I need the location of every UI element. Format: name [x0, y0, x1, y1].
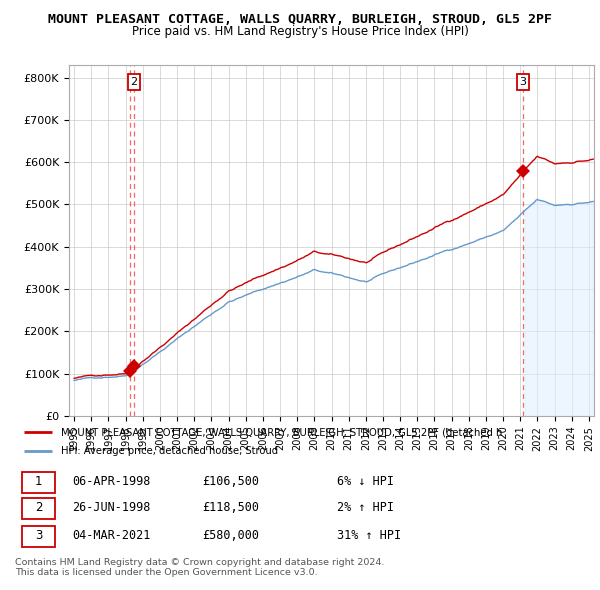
Text: 26-JUN-1998: 26-JUN-1998: [73, 502, 151, 514]
Text: HPI: Average price, detached house, Stroud: HPI: Average price, detached house, Stro…: [61, 447, 278, 456]
Text: MOUNT PLEASANT COTTAGE, WALLS QUARRY, BURLEIGH, STROUD, GL5 2PF (detached h: MOUNT PLEASANT COTTAGE, WALLS QUARRY, BU…: [61, 427, 502, 437]
FancyBboxPatch shape: [22, 526, 55, 548]
Text: MOUNT PLEASANT COTTAGE, WALLS QUARRY, BURLEIGH, STROUD, GL5 2PF: MOUNT PLEASANT COTTAGE, WALLS QUARRY, BU…: [48, 13, 552, 26]
Text: 3: 3: [35, 529, 42, 542]
Text: £580,000: £580,000: [202, 529, 259, 542]
Text: 31% ↑ HPI: 31% ↑ HPI: [337, 529, 401, 542]
Text: £118,500: £118,500: [202, 502, 259, 514]
Text: 04-MAR-2021: 04-MAR-2021: [73, 529, 151, 542]
Text: 2: 2: [130, 77, 137, 87]
Text: 1: 1: [35, 476, 42, 489]
Text: Contains HM Land Registry data © Crown copyright and database right 2024.
This d: Contains HM Land Registry data © Crown c…: [15, 558, 385, 577]
FancyBboxPatch shape: [22, 472, 55, 493]
Text: 2: 2: [35, 502, 42, 514]
Text: 06-APR-1998: 06-APR-1998: [73, 476, 151, 489]
Text: £106,500: £106,500: [202, 476, 259, 489]
Text: 6% ↓ HPI: 6% ↓ HPI: [337, 476, 394, 489]
Text: 2% ↑ HPI: 2% ↑ HPI: [337, 502, 394, 514]
Text: Price paid vs. HM Land Registry's House Price Index (HPI): Price paid vs. HM Land Registry's House …: [131, 25, 469, 38]
FancyBboxPatch shape: [22, 499, 55, 519]
Text: 3: 3: [520, 77, 527, 87]
